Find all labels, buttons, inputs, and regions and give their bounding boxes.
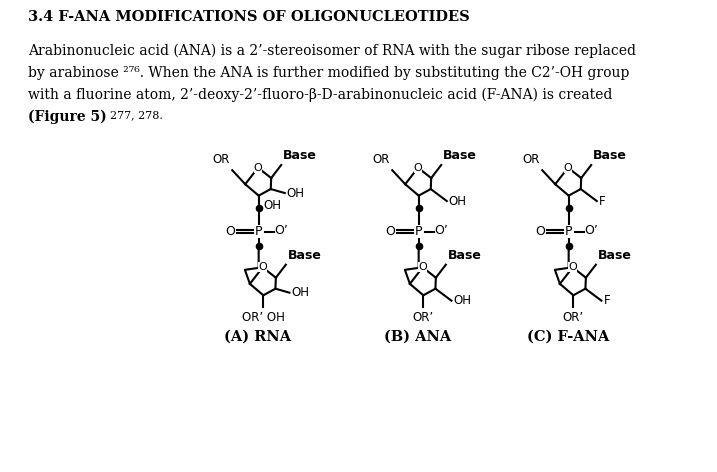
Text: O: O [225,225,234,238]
Text: O: O [418,262,427,272]
Text: OH: OH [453,294,471,307]
Text: P: P [255,225,262,238]
Text: OH: OH [264,199,282,212]
Text: O’: O’ [275,224,288,237]
Text: OR’ OH: OR’ OH [242,311,285,324]
Text: O: O [254,163,262,173]
Text: O’: O’ [435,224,449,237]
Text: Arabinonucleic acid (ANA) is a 2’-stereoisomer of RNA with the sugar ribose repl: Arabinonucleic acid (ANA) is a 2’-stereo… [28,44,636,59]
Text: Base: Base [288,249,322,261]
Text: (C) F-ANA: (C) F-ANA [527,329,609,343]
Text: 3.4 F-ANA MODIFICATIONS OF OLIGONUCLEOTIDES: 3.4 F-ANA MODIFICATIONS OF OLIGONUCLEOTI… [28,10,470,24]
Text: OR: OR [373,153,390,166]
Text: F: F [599,194,605,208]
Text: P: P [565,225,572,238]
Text: O’: O’ [584,224,599,237]
Text: with a fluorine atom, 2’-deoxy-2’-fluoro-β-D-arabinonucleic acid (F-ANA) is crea: with a fluorine atom, 2’-deoxy-2’-fluoro… [28,88,612,102]
Text: Base: Base [283,149,317,162]
Text: OH: OH [287,186,305,200]
Text: Base: Base [443,149,477,162]
Text: OR’: OR’ [563,311,584,324]
Text: P: P [415,225,422,238]
Text: F: F [604,294,610,307]
Text: O: O [258,262,267,272]
Text: OR’: OR’ [413,311,434,324]
Text: by arabinose ²⁷⁶. When the ANA is further modified by substituting the C2’-OH gr: by arabinose ²⁷⁶. When the ANA is furthe… [28,66,630,80]
Text: Base: Base [448,249,482,261]
Text: OH: OH [449,194,467,208]
Text: (A) RNA: (A) RNA [224,329,292,343]
Text: Base: Base [598,249,632,261]
Text: O: O [564,163,572,173]
Text: OR: OR [523,153,540,166]
Text: (B) ANA: (B) ANA [384,329,452,343]
Text: Base: Base [593,149,627,162]
Text: OH: OH [291,286,310,299]
Text: O: O [535,225,545,238]
Text: (Figure 5): (Figure 5) [28,110,107,125]
Text: O: O [414,163,422,173]
Text: O: O [385,225,394,238]
Text: OR: OR [213,153,230,166]
Text: 277, 278.: 277, 278. [110,110,163,120]
Text: O: O [569,262,577,272]
